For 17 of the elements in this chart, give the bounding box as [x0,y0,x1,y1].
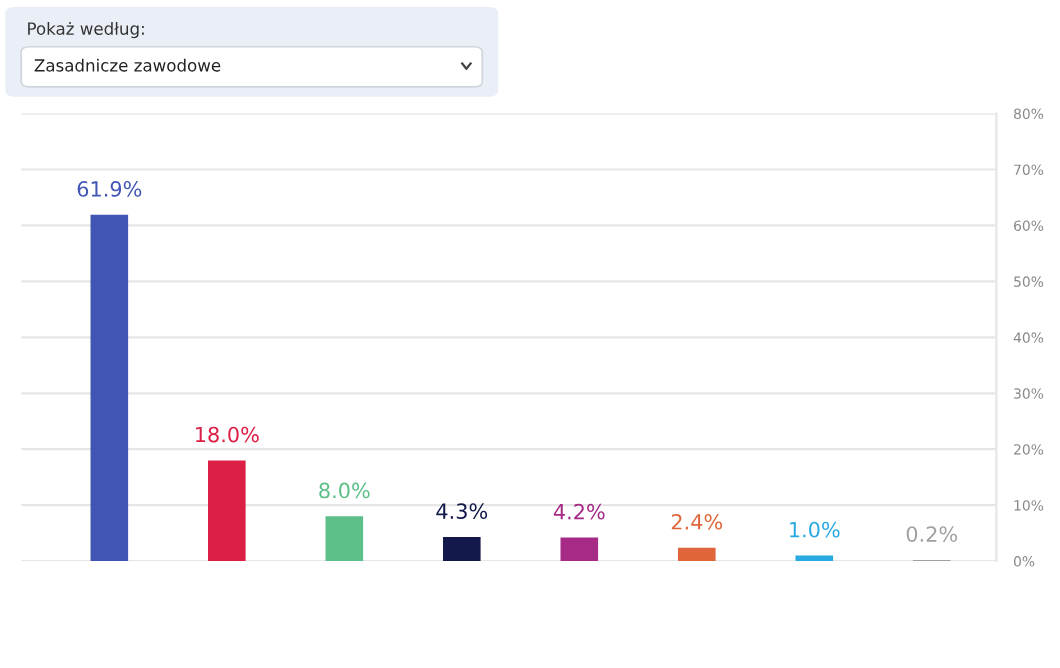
bar [208,460,246,562]
data-label: 1.0% [790,521,840,538]
bar [560,537,599,562]
data-label: 18.0% [196,426,259,443]
bar [677,547,716,562]
data-label: 2.4% [671,513,723,530]
bar [443,537,481,562]
chart-title: Pokaż według: [28,21,144,39]
data-label: 61.9% [77,181,142,197]
data-label: 4.3% [436,503,488,520]
chart-subtitle: Zasadnicze zawodowe [34,58,221,72]
bar [90,214,129,562]
bar [795,555,834,562]
data-label: 8.0% [319,482,370,499]
data-label: 4.2% [553,503,605,520]
bar [325,516,364,562]
data-label: 0.2% [906,526,958,542]
